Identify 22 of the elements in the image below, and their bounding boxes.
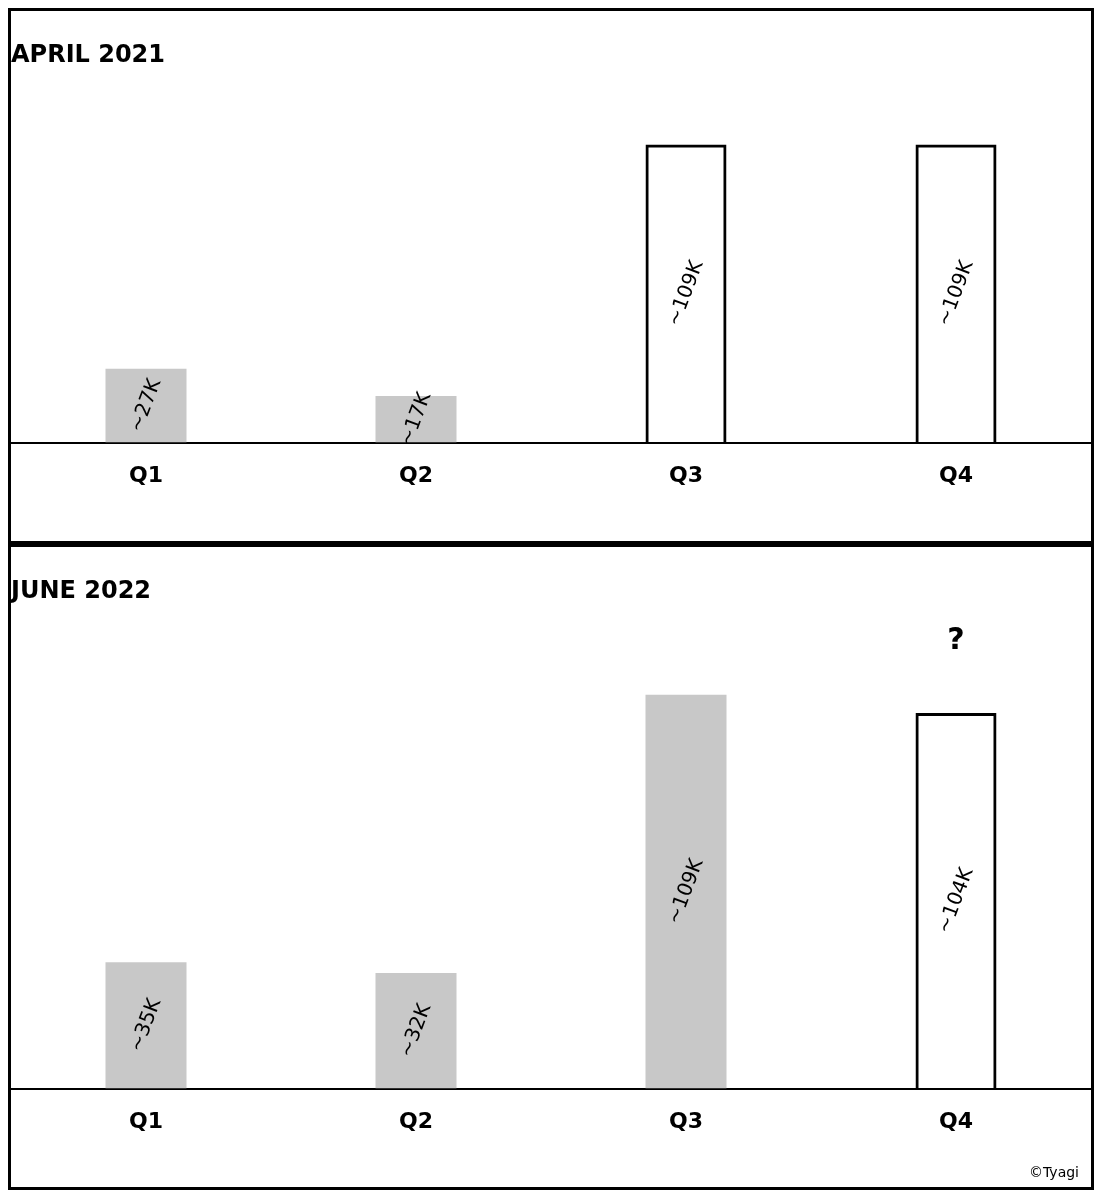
x-tick-label: Q3: [668, 1107, 704, 1133]
data-label: ~109K: [661, 854, 708, 928]
x-tick-label: Q2: [398, 461, 434, 487]
x-tick-label: Q1: [128, 1107, 164, 1133]
x-tick-label: Q3: [668, 461, 704, 487]
data-label: ~17K: [393, 387, 436, 449]
bar: [105, 962, 187, 1089]
data-label: ~104K: [931, 863, 978, 937]
x-tick-label: Q1: [128, 461, 164, 487]
data-label: ~35K: [123, 993, 166, 1055]
x-tick-label: Q2: [398, 1107, 434, 1133]
x-tick-label: Q4: [938, 461, 974, 487]
data-label: ~32K: [393, 999, 436, 1061]
data-label: ~109K: [661, 256, 708, 329]
bar: [645, 694, 727, 1089]
data-label: ~109K: [931, 256, 978, 329]
x-tick-label: Q4: [938, 1107, 974, 1133]
data-label: ~27K: [123, 374, 166, 436]
text: ©Tyagi: [1028, 1164, 1079, 1180]
text: ?: [947, 620, 965, 656]
bar: [375, 973, 457, 1089]
chart-title: APRIL 2021: [11, 39, 166, 68]
